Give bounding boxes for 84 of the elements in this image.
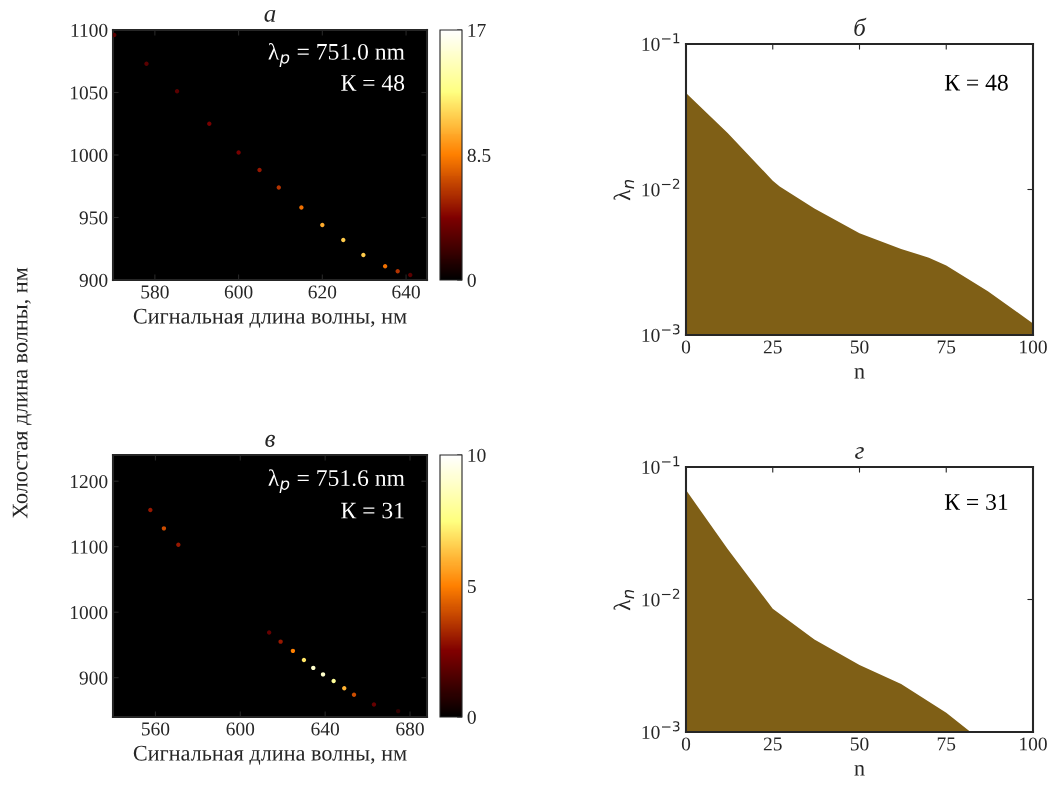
annotation: К = 31: [944, 494, 1008, 511]
point: [148, 507, 153, 513]
point: [144, 61, 149, 66]
point: [320, 222, 325, 228]
x-tick-label: 680: [396, 722, 424, 736]
annotation: К = 31: [341, 502, 404, 519]
chart-title: г: [855, 446, 864, 459]
point: [395, 708, 401, 714]
y-tick-label: 1000: [70, 606, 108, 620]
point: [174, 89, 180, 94]
x-tick-label: 25: [763, 737, 782, 751]
point: [301, 657, 307, 663]
point: [290, 648, 296, 654]
x-tick-label: 640: [392, 285, 420, 299]
y-tick-label: 900: [79, 671, 108, 685]
point: [331, 678, 336, 684]
point: [276, 185, 281, 190]
point: [408, 272, 413, 278]
y-tick-label: 10$^{−1}$: [642, 456, 680, 474]
point: [161, 526, 167, 531]
x-tick-label: 50: [850, 340, 869, 354]
point: [382, 264, 388, 269]
color-bar-label: 17: [468, 23, 486, 37]
point: [278, 639, 283, 644]
x-tick-label: 600: [224, 285, 253, 299]
x-tick-label: 600: [226, 722, 255, 736]
point: [257, 167, 262, 173]
y-tick-label: 10$^{−3}$: [642, 324, 680, 342]
y-tick-label: 1100: [71, 540, 108, 554]
chart-title: б: [854, 17, 867, 36]
point: [266, 630, 272, 635]
y-tick-label: 10$^{−1}$: [642, 33, 680, 51]
point: [311, 665, 316, 671]
point: [351, 692, 357, 697]
point: [361, 252, 366, 258]
annotation: К = 48: [944, 74, 1008, 91]
annotation: К = 48: [341, 74, 405, 91]
color-bar-label: 5: [467, 580, 476, 593]
x-axis-title: Сигнальная длина волны, нм: [133, 745, 407, 765]
x-tick-label: 560: [141, 722, 170, 736]
chart-title: а: [264, 9, 276, 22]
x-tick-label: 100: [1020, 737, 1047, 751]
x-tick-label: 640: [311, 722, 339, 736]
x-tick-label: 580: [141, 285, 169, 299]
x-tick-label: 25: [763, 340, 782, 354]
point: [341, 237, 346, 243]
y-tick-label: 10$^{−3}$: [642, 721, 680, 739]
y-axis-title: Холостая длина волны, нм: [12, 267, 32, 519]
point: [299, 205, 304, 210]
y-tick-label: 1100: [71, 23, 108, 37]
point: [207, 121, 212, 126]
annotation: λ$_{p}$ = 751.6 nm: [268, 469, 405, 494]
point: [395, 269, 400, 274]
x-tick-label: 75: [937, 340, 956, 354]
x-tick-label: 100: [1020, 340, 1047, 354]
x-tick-label: 50: [850, 737, 869, 751]
color-bar-label: 8.5: [467, 148, 491, 163]
point: [236, 150, 241, 155]
y-axis-title: λ$_{n}$: [613, 179, 635, 201]
x-axis-title: n: [854, 368, 865, 379]
y-tick-label: 950: [79, 211, 108, 225]
point: [320, 672, 326, 677]
y-tick-label: 10$^{−2}$: [642, 178, 680, 197]
x-tick-label: 620: [308, 285, 337, 299]
y-tick-label: 1000: [70, 148, 108, 162]
point: [176, 542, 181, 547]
x-tick-label: 0: [681, 737, 691, 751]
x-tick-label: 75: [937, 737, 956, 751]
color-bar-label: 10: [468, 448, 486, 462]
x-axis-title: n: [854, 765, 865, 776]
chart-title: в: [265, 434, 275, 447]
y-tick-label: 1200: [70, 475, 108, 489]
point: [113, 32, 117, 38]
color-bar-label: 0: [467, 710, 476, 724]
y-tick-label: 1050: [70, 86, 108, 100]
y-tick-label: 900: [79, 273, 108, 287]
y-axis-title: λ$_{n}$: [613, 589, 635, 611]
x-tick-label: 0: [681, 340, 691, 354]
x-axis-title: Сигнальная длина волны, нм: [133, 308, 407, 328]
y-tick-label: 10$^{−2}$: [642, 588, 680, 607]
point: [342, 685, 347, 691]
point: [371, 702, 377, 707]
annotation: λ$_{p}$ = 751.0 nm: [268, 42, 405, 67]
color-bar-label: 0: [467, 273, 476, 287]
